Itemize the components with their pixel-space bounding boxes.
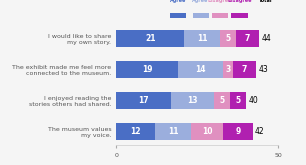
Bar [185,30,220,47]
Text: Strongly
Disagree: Strongly Disagree [227,0,252,3]
Text: 7: 7 [242,65,247,74]
Bar [191,123,223,140]
Text: 5: 5 [219,96,224,105]
Bar [223,61,233,78]
Text: 42: 42 [255,127,265,136]
Text: 40: 40 [248,96,258,105]
Text: 11: 11 [168,127,178,136]
FancyBboxPatch shape [192,13,209,17]
Bar [116,30,185,47]
Text: 7: 7 [245,34,250,43]
Bar [230,92,246,109]
Text: 5: 5 [226,34,231,43]
Bar [220,30,236,47]
Text: 13: 13 [187,96,198,105]
Bar [116,92,171,109]
Bar [178,61,223,78]
Bar [223,123,252,140]
Text: 17: 17 [139,96,149,105]
Text: Total: Total [259,0,272,3]
Bar [233,61,256,78]
Text: Agree: Agree [192,0,209,3]
Text: 10: 10 [202,127,212,136]
Text: 9: 9 [235,127,241,136]
FancyBboxPatch shape [231,13,248,17]
Bar [155,123,191,140]
Bar [236,30,259,47]
Bar [214,92,230,109]
Text: 14: 14 [195,65,206,74]
Bar [116,123,155,140]
Text: Disagree: Disagree [208,0,232,3]
FancyBboxPatch shape [212,13,228,17]
Text: Strongly
Agree: Strongly Agree [166,0,190,3]
Text: 5: 5 [235,96,241,105]
Text: 11: 11 [197,34,207,43]
Bar [116,61,178,78]
FancyBboxPatch shape [170,13,186,17]
Text: 43: 43 [258,65,268,74]
Text: 3: 3 [226,65,231,74]
Bar [171,92,214,109]
Text: 19: 19 [142,65,152,74]
Text: 12: 12 [130,127,141,136]
Text: 44: 44 [262,34,271,43]
Text: 21: 21 [145,34,155,43]
